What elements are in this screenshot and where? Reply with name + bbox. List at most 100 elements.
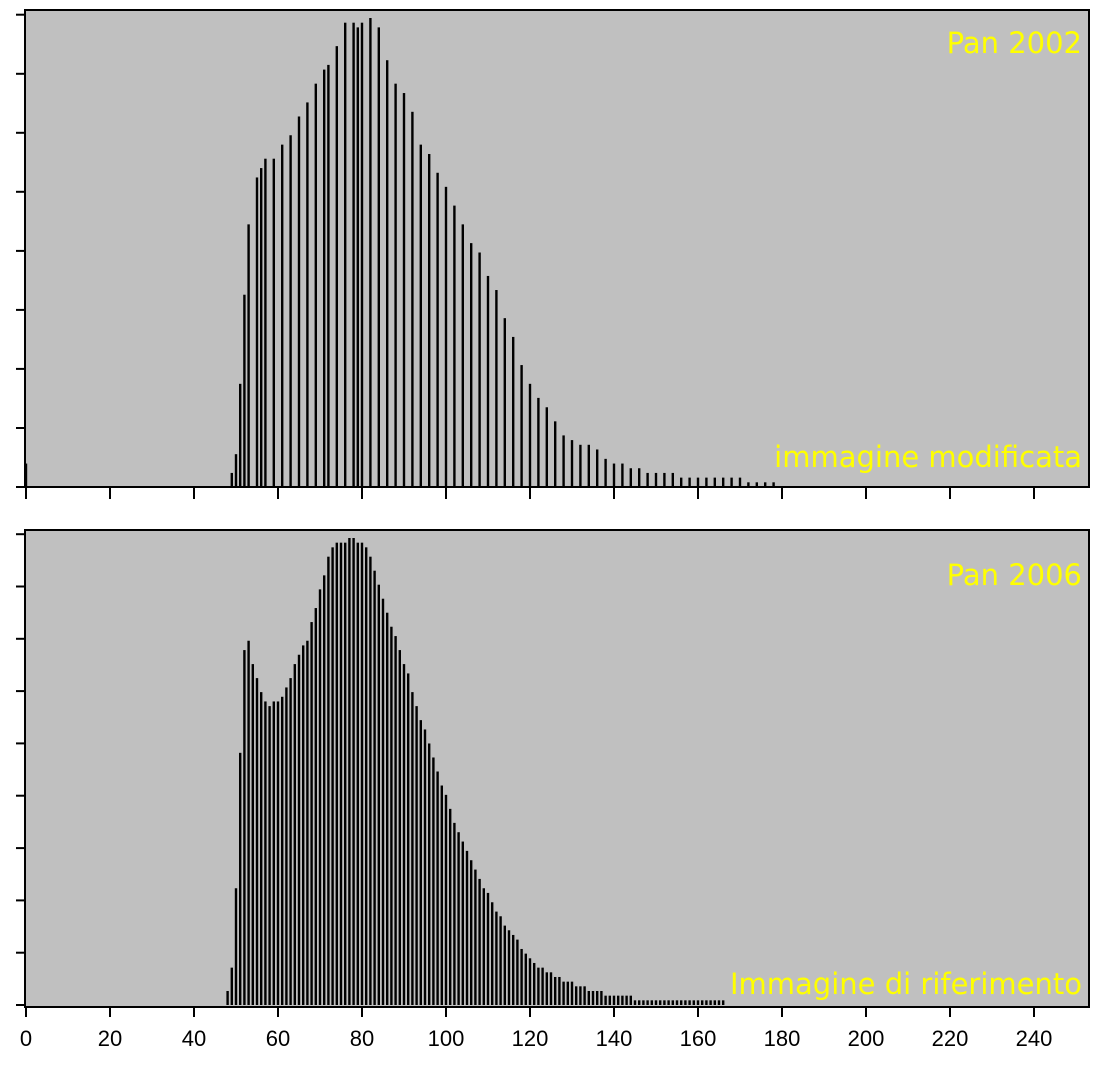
histogram-bar [671, 472, 674, 487]
x-ticks-top [25, 488, 1035, 499]
histogram-bar [415, 706, 418, 1005]
histogram-bar [264, 701, 267, 1005]
x-tick-label: 0 [20, 1026, 32, 1051]
histogram-bar [533, 962, 536, 1005]
histogram-bar [457, 832, 460, 1005]
histogram-bar [612, 463, 616, 487]
x-tick-label: 140 [596, 1026, 633, 1051]
histogram-bar [381, 598, 385, 1005]
histogram-bar [297, 116, 301, 488]
histogram-bar [604, 458, 607, 487]
y-ticks-bottom [16, 533, 25, 1006]
histogram-bar [755, 482, 758, 487]
histogram-bar [226, 990, 229, 1005]
histogram-bar [722, 477, 725, 487]
histogram-bar [495, 290, 498, 487]
histogram-bar [633, 1000, 637, 1005]
plot-area-top [24, 9, 1090, 488]
x-tick-label: 80 [350, 1026, 374, 1051]
histogram-bar [323, 575, 326, 1005]
histogram-bar [713, 1000, 716, 1005]
histogram-bar [520, 365, 523, 487]
histogram-bar [348, 538, 351, 1005]
x-tick-label: 120 [512, 1026, 549, 1051]
plot-area-bottom [24, 529, 1090, 1008]
histogram-bar [260, 692, 263, 1005]
histogram-bar [272, 701, 275, 1005]
histogram-bar [440, 785, 443, 1005]
histogram-bar [386, 612, 389, 1005]
histogram-bar [423, 729, 427, 1005]
histogram-bar [696, 477, 700, 487]
histogram-bar [260, 168, 263, 487]
histogram-bar [402, 93, 406, 487]
bars-bottom [226, 538, 725, 1005]
histogram-bar [528, 958, 532, 1005]
histogram-bar [722, 1000, 725, 1005]
histogram-bar [486, 275, 490, 487]
histogram-bar [360, 22, 364, 487]
histogram-bar [747, 482, 750, 487]
histogram-bar [402, 664, 406, 1005]
histogram-bar [377, 584, 380, 1005]
histogram-bar [516, 939, 519, 1005]
histogram-bar [272, 158, 275, 487]
histogram-bar [587, 444, 590, 487]
histogram-bar [596, 449, 599, 487]
histogram-bar [289, 678, 292, 1005]
histogram-bar [356, 542, 359, 1005]
histogram-panel-bottom: 0 20 40 60 80 100 120 140 160 180 200 220 240 Pan 20… [16, 529, 1090, 1051]
histogram-bar [470, 243, 473, 487]
histogram-bar [512, 934, 515, 1005]
histogram-bar [470, 860, 473, 1005]
histogram-bar [465, 850, 469, 1005]
histogram-bar [537, 967, 540, 1005]
histogram-bar [239, 383, 242, 487]
histogram-bar [730, 477, 733, 487]
histogram-bar [629, 468, 632, 487]
histogram-bar [297, 654, 301, 1005]
histogram-bar [558, 976, 561, 1005]
histogram-bar [562, 435, 565, 487]
histogram-bar [621, 995, 624, 1005]
histogram-bar [684, 1000, 687, 1005]
histogram-bar [495, 911, 498, 1005]
histogram-bar [344, 22, 347, 487]
histogram-bar [646, 472, 649, 487]
histogram-bar [554, 976, 557, 1005]
x-tick-label: 220 [932, 1026, 969, 1051]
histogram-bar [352, 22, 355, 487]
histogram-bar [360, 542, 364, 1005]
histogram-bar [617, 995, 620, 1005]
histogram-bar [285, 687, 288, 1005]
histogram-bar [478, 252, 481, 487]
histogram-bar [264, 158, 267, 487]
histogram-bar [255, 177, 259, 487]
histogram-bar [659, 1000, 662, 1005]
x-ticks-bottom [25, 1006, 1035, 1017]
histogram-bar [436, 172, 439, 487]
histogram-bar [663, 1000, 666, 1005]
histogram-bar [365, 547, 368, 1005]
histogram-bar [394, 83, 397, 487]
histogram-bar [608, 995, 611, 1005]
histogram-bar [600, 990, 603, 1005]
histogram-bar [306, 102, 309, 488]
histogram-bar [369, 18, 372, 487]
histogram-bar [306, 640, 309, 1005]
histogram-bar [570, 440, 574, 487]
histogram-bar [667, 1000, 670, 1005]
histogram-bar [503, 925, 506, 1005]
histogram-bar [507, 930, 511, 1005]
histogram-bar [276, 701, 280, 1005]
histogram-bar [596, 990, 599, 1005]
histogram-bar [436, 771, 439, 1005]
histogram-panel-top: Pan 2002 immagine modificata [16, 9, 1090, 499]
x-tick-label: 240 [1016, 1026, 1053, 1051]
panel-caption-top: immagine modificata [774, 440, 1082, 474]
histogram-bar [234, 888, 238, 1005]
histogram-bar [680, 1000, 683, 1005]
histogram-bar [629, 995, 632, 1005]
histogram-bar [390, 626, 393, 1005]
